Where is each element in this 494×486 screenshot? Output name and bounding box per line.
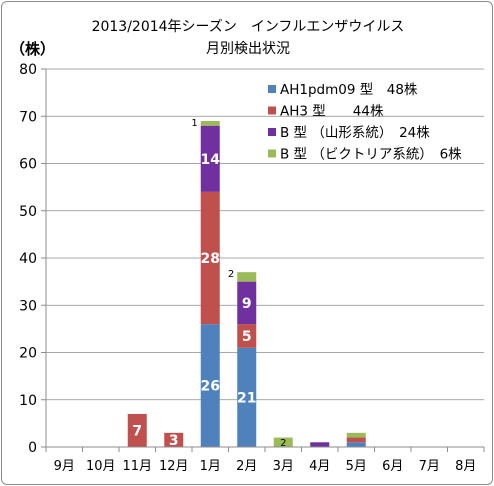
bar-segment [237, 272, 257, 282]
bar-segment [200, 191, 220, 325]
x-tick-label: 5月 [346, 459, 367, 474]
bar-segment [310, 442, 330, 447]
y-tick-label: 10 [19, 393, 37, 409]
bar-segment [237, 281, 257, 325]
x-tick-label: 10月 [86, 459, 116, 474]
x-tick-label: 6月 [382, 459, 403, 474]
x-tick-label: 11月 [122, 459, 152, 474]
x-tick-label: 7月 [419, 459, 440, 474]
data-label: 1 [191, 118, 197, 129]
legend-swatch [268, 106, 276, 115]
bars: 7 3 26 28 14 1 21 5 9 2 2 [127, 118, 366, 449]
bar-segment [200, 120, 220, 126]
x-tick-label: 8月 [455, 459, 476, 474]
y-tick-label: 80 [19, 62, 37, 78]
bar-segment [346, 432, 366, 438]
chart-title-line-2: 月別検出状況 [206, 41, 290, 57]
legend-swatch [268, 85, 276, 93]
bar-segment [237, 347, 257, 447]
y-axis-ticks: 0 10 20 30 40 50 60 70 80 [19, 62, 46, 456]
data-label: 21 [237, 390, 256, 406]
legend-label: B 型 （山形系統） 24株 [280, 125, 430, 141]
legend: AH1pdm09 型 48株 AH3 型 44株 B 型 （山形系統） 24株 B 型… [268, 82, 462, 163]
chart-title-line-1: 2013/2014年シーズン インフルエンザウイルス [92, 19, 405, 35]
y-tick-label: 30 [19, 298, 37, 314]
y-tick-label: 50 [19, 204, 37, 220]
bar-segment [127, 413, 147, 447]
data-label: 7 [132, 423, 142, 439]
legend-label: B 型 （ビクトリア系統） 6株 [280, 147, 462, 163]
y-axis-unit-label: （株） [10, 40, 55, 58]
y-tick-label: 0 [28, 440, 37, 456]
data-label: 9 [242, 296, 252, 312]
x-axis-ticks: 9月 10月 11月 12月 1月 2月 3月 4月 5月 6月 7月 8月 [45, 447, 485, 474]
bar-segment [200, 324, 220, 447]
x-tick-label: 2月 [236, 459, 257, 474]
y-tick-label: 70 [19, 109, 37, 125]
legend-swatch [268, 149, 276, 158]
data-label: 5 [242, 329, 252, 345]
bar-segment [164, 432, 184, 447]
legend-swatch [268, 128, 276, 136]
gridlines [46, 68, 484, 401]
bar-segment [346, 442, 366, 447]
x-tick-label: 1月 [200, 459, 221, 474]
x-tick-label: 3月 [273, 459, 294, 474]
x-tick-label: 4月 [309, 459, 330, 474]
bar-segment [346, 437, 366, 443]
data-label: 2 [280, 438, 286, 449]
bar-segment [237, 324, 257, 348]
data-label: 2 [228, 269, 234, 280]
legend-label: AH1pdm09 型 48株 [280, 82, 418, 98]
y-tick-label: 60 [19, 157, 37, 173]
data-label: 26 [201, 379, 220, 395]
x-tick-label: 12月 [159, 459, 189, 474]
data-label: 28 [201, 251, 220, 267]
y-tick-label: 20 [19, 346, 37, 362]
bar-segment [273, 437, 293, 447]
bar-segment [200, 125, 220, 192]
data-label: 14 [201, 152, 221, 168]
y-tick-label: 40 [19, 251, 37, 267]
data-label: 3 [169, 433, 179, 449]
x-tick-label: 9月 [54, 459, 75, 474]
legend-label: AH3 型 44株 [280, 104, 384, 120]
